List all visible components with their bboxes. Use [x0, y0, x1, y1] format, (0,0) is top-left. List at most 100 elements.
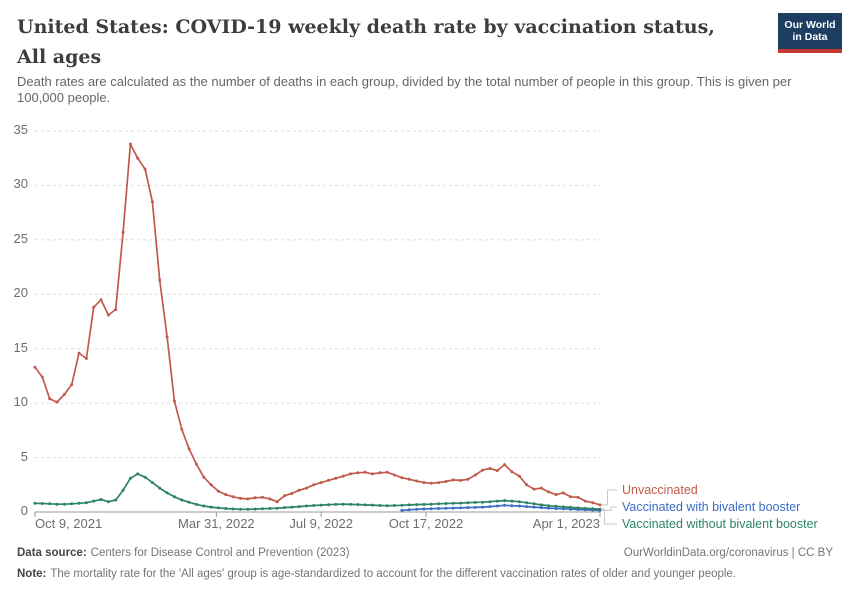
series-point-2 — [180, 498, 184, 502]
series-point-2 — [415, 503, 419, 507]
page-title: United States: COVID-19 weekly death rat… — [17, 16, 715, 68]
series-point-2 — [356, 503, 360, 507]
series-point-2 — [40, 502, 44, 505]
series-point-0 — [341, 474, 345, 478]
series-point-2 — [532, 502, 536, 506]
series-point-0 — [569, 495, 573, 499]
series-point-0 — [231, 495, 235, 499]
series-point-1 — [517, 504, 521, 508]
series-point-2 — [209, 505, 213, 509]
legend-item-1[interactable]: Vaccinated with bivalent booster — [622, 500, 801, 514]
series-point-0 — [378, 471, 382, 475]
series-point-0 — [114, 308, 118, 311]
series-point-2 — [473, 500, 477, 504]
series-point-2 — [407, 503, 411, 507]
series-point-2 — [510, 499, 514, 503]
data-source: Data source: Centers for Disease Control … — [17, 546, 350, 560]
series-point-2 — [224, 507, 228, 510]
series-point-0 — [246, 497, 250, 501]
x-axis-tick-label: Jul 9, 2022 — [289, 516, 353, 531]
series-point-0 — [444, 480, 448, 483]
series-point-0 — [128, 142, 132, 146]
series-point-1 — [429, 507, 433, 511]
series-point-1 — [422, 507, 426, 511]
series-point-2 — [70, 502, 74, 506]
x-axis-tick-label: Oct 9, 2021 — [35, 516, 103, 531]
series-point-2 — [128, 476, 132, 480]
series-point-0 — [473, 473, 477, 477]
series-point-2 — [569, 505, 573, 509]
series-point-2 — [261, 507, 264, 511]
series-point-0 — [576, 495, 580, 499]
series-point-0 — [275, 500, 279, 504]
owid-logo: Our World in Data — [778, 13, 842, 53]
series-point-0 — [407, 477, 411, 481]
series-point-0 — [202, 475, 206, 479]
series-point-0 — [121, 230, 125, 234]
series-point-0 — [356, 471, 360, 475]
series-point-2 — [297, 505, 301, 509]
series-point-2 — [55, 502, 59, 506]
series-point-0 — [165, 335, 169, 339]
series-point-1 — [525, 505, 529, 509]
y-axis-tick-label: 35 — [13, 122, 28, 137]
y-axis-tick-label: 5 — [20, 448, 28, 464]
series-point-0 — [437, 481, 441, 485]
series-point-2 — [341, 502, 345, 506]
series-point-0 — [481, 468, 485, 472]
series-point-0 — [429, 481, 433, 485]
y-axis-tick-label: 0 — [20, 503, 28, 518]
series-point-0 — [187, 447, 191, 451]
legend-connector-0 — [602, 489, 617, 506]
series-point-0 — [532, 487, 536, 491]
series-point-2 — [349, 502, 352, 506]
series-point-0 — [84, 357, 88, 360]
x-axis-tick-label: Apr 1, 2023 — [532, 516, 600, 531]
series-point-1 — [554, 507, 558, 510]
series-point-1 — [503, 503, 507, 507]
data-source-label: Data source: — [17, 547, 87, 559]
series-point-0 — [466, 477, 470, 481]
series-point-2 — [305, 504, 308, 508]
series-point-0 — [312, 483, 316, 487]
owid-url-link[interactable]: OurWorldinData.org/coronavirus | CC BY — [623, 547, 833, 559]
y-axis-tick-label: 25 — [13, 230, 28, 246]
series-point-0 — [172, 399, 176, 403]
series-point-2 — [385, 504, 389, 508]
series-point-2 — [62, 502, 66, 506]
series-point-2 — [158, 486, 162, 490]
series-point-2 — [114, 498, 118, 502]
series-point-0 — [268, 497, 272, 501]
y-axis-tick-label: 10 — [13, 394, 28, 410]
series-point-0 — [106, 313, 110, 317]
owid-logo-line2: in Data — [792, 31, 828, 43]
series-point-1 — [466, 506, 470, 510]
series-point-2 — [290, 505, 294, 509]
legend-item-2[interactable]: Vaccinated without bivalent booster — [622, 517, 818, 531]
series-line-2 — [34, 473, 601, 511]
series-point-0 — [451, 478, 455, 482]
series-point-0 — [261, 495, 264, 499]
series-point-0 — [77, 351, 81, 355]
series-point-0 — [547, 490, 551, 494]
series-point-0 — [393, 473, 396, 477]
series-point-2 — [488, 500, 492, 504]
series-point-1 — [495, 504, 499, 508]
note-label: Note: — [17, 568, 47, 580]
series-point-2 — [400, 503, 404, 507]
legend-item-0[interactable]: Unvaccinated — [622, 483, 698, 497]
series-point-0 — [400, 476, 404, 480]
series-line-0 — [34, 143, 601, 506]
series-point-2 — [33, 501, 37, 505]
series-point-2 — [231, 507, 235, 511]
series-point-2 — [583, 506, 587, 510]
series-point-2 — [371, 503, 374, 507]
series-point-0 — [459, 478, 463, 482]
series-point-0 — [517, 474, 521, 478]
series-point-1 — [488, 505, 492, 509]
series-point-2 — [378, 504, 382, 507]
series-point-2 — [517, 500, 521, 504]
series-point-2 — [459, 501, 463, 505]
page-subtitle: Death rates are calculated as the number… — [17, 74, 792, 105]
